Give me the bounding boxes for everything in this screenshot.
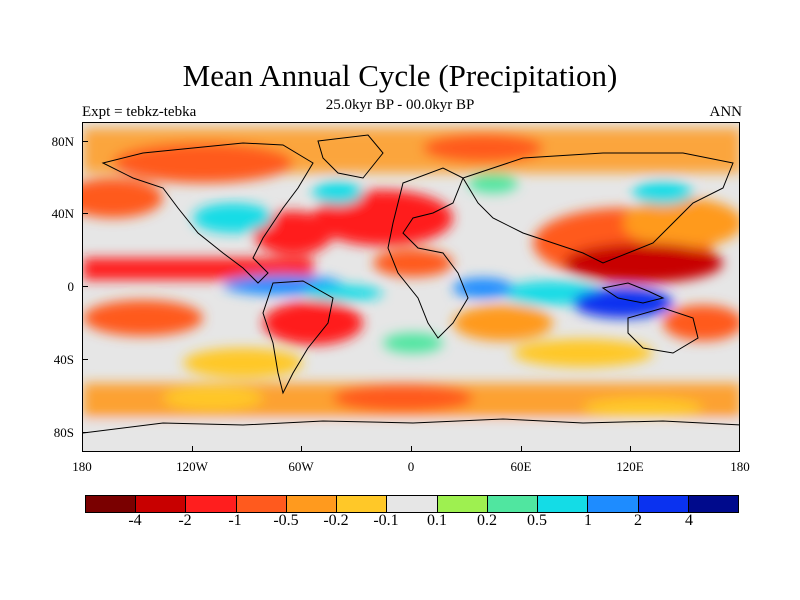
lon-label-180w: 180	[72, 459, 92, 474]
lat-tick	[82, 141, 88, 142]
colorbar-label: -4	[128, 512, 142, 529]
colorbar-label: 4	[685, 512, 693, 529]
lon-tick	[192, 446, 193, 452]
colorbar-box-2	[186, 496, 237, 512]
colorbar-label: 2	[634, 512, 642, 529]
colorbar-box-12	[688, 496, 739, 512]
colorbar-label: -0.2	[323, 512, 349, 529]
lat-label-0: 0	[67, 279, 75, 294]
lon-label-60w: 60W	[288, 459, 314, 474]
colorbar-box-0	[86, 496, 137, 512]
lon-label-180e: 180	[730, 459, 750, 474]
map-svg	[83, 123, 739, 451]
lat-tick	[82, 359, 88, 360]
lat-label-80n: 80N	[51, 134, 74, 149]
lon-label-0: 0	[407, 459, 415, 474]
colorbar-box-8	[487, 496, 539, 512]
chart-subtitle: 25.0kyr BP - 00.0kyr BP	[325, 97, 475, 113]
colorbar-label: 0.2	[477, 512, 497, 529]
colorbar-box-10	[588, 496, 639, 512]
lat-tick	[82, 213, 88, 214]
chart-title: Mean Annual Cycle (Precipitation)	[182, 58, 618, 93]
colorbar-box-5	[337, 496, 388, 512]
colorbar-label: -0.5	[273, 512, 299, 529]
colorbar-box-3	[236, 496, 287, 512]
colorbar-box-4	[286, 496, 338, 512]
lat-label-40s: 40S	[53, 352, 74, 367]
coastlines	[83, 134, 739, 434]
lat-tick	[82, 286, 88, 287]
season-label: ANN	[709, 104, 743, 120]
lon-label-60e: 60E	[510, 459, 532, 474]
lat-label-80s: 80S	[53, 425, 74, 440]
lon-tick	[521, 446, 522, 452]
colorbar-label: -1	[228, 512, 242, 529]
lon-label-120e: 120E	[616, 459, 644, 474]
colorbar-box-7	[437, 496, 488, 512]
lon-tick	[630, 446, 631, 452]
lon-tick	[411, 446, 412, 452]
anomaly-field	[83, 128, 739, 451]
colorbar-label: -0.1	[373, 512, 399, 529]
colorbar	[85, 495, 739, 513]
colorbar-box-6	[387, 496, 438, 512]
colorbar-box-11	[638, 496, 689, 512]
lat-tick	[82, 432, 88, 433]
lat-label-40n: 40N	[51, 206, 74, 221]
colorbar-label: 0.1	[427, 512, 447, 529]
lon-label-120w: 120W	[176, 459, 208, 474]
colorbar-box-1	[136, 496, 187, 512]
colorbar-label: 0.5	[527, 512, 547, 529]
lon-tick	[301, 446, 302, 452]
precipitation-anomaly-map	[82, 122, 740, 452]
colorbar-box-9	[538, 496, 589, 512]
colorbar-label: 1	[584, 512, 592, 529]
experiment-label: Expt = tebkz-tebka	[82, 104, 197, 120]
colorbar-label: -2	[178, 512, 192, 529]
